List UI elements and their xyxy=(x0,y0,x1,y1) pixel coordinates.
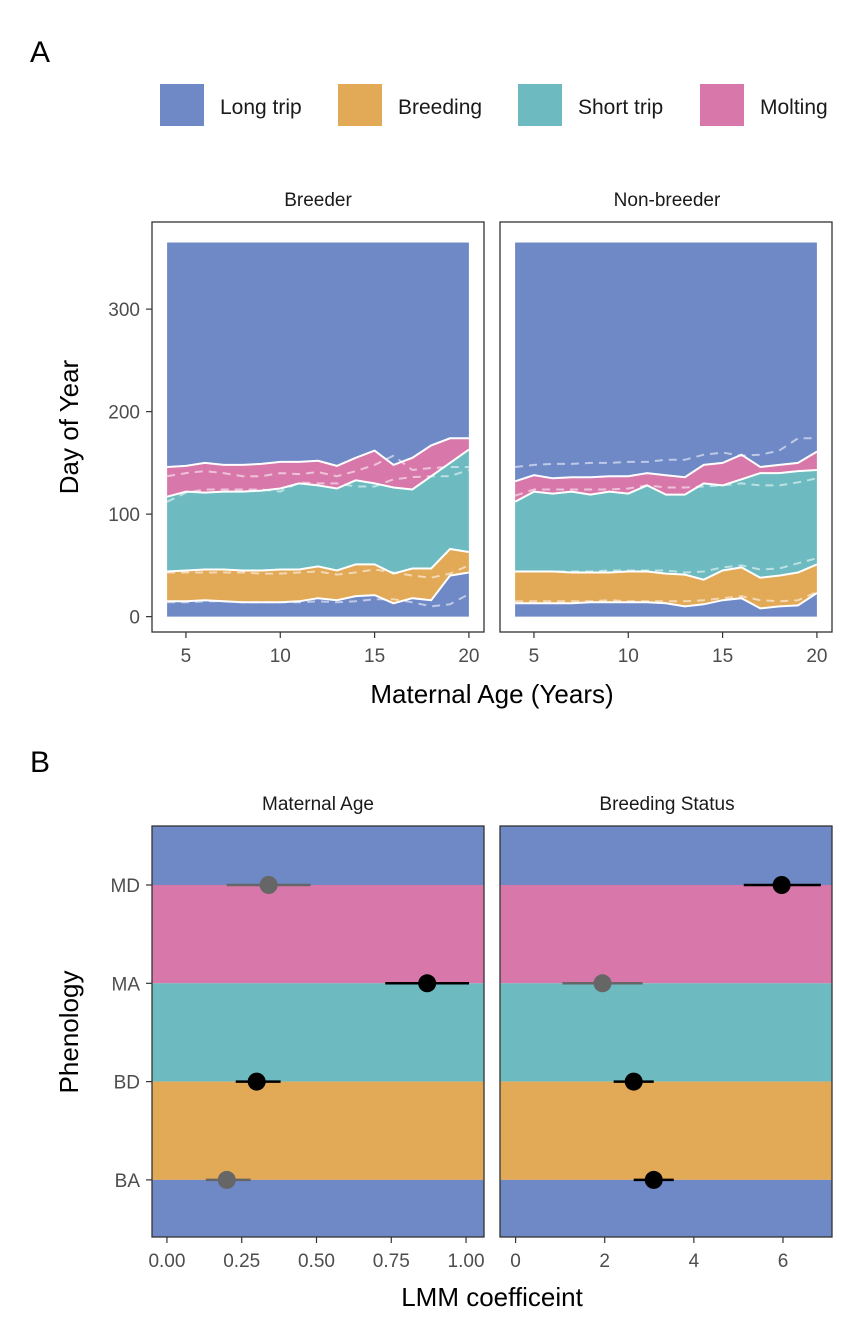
boundary-line-molting-start xyxy=(514,469,817,503)
panel-border xyxy=(499,825,833,1238)
phenology-band xyxy=(500,1179,832,1237)
boundary-line-breeding-start xyxy=(515,592,818,610)
phenology-band xyxy=(152,983,484,1082)
phenology-band xyxy=(152,1179,484,1237)
panel-b-letter: B xyxy=(30,746,50,779)
legend: Long trip Breeding Short trip Molting xyxy=(160,84,828,126)
x-tick-label: 0.50 xyxy=(298,1251,335,1272)
x-tick-label: 10 xyxy=(618,646,639,667)
y-tick-label-bd: BD xyxy=(114,1073,140,1094)
point-bd xyxy=(247,1072,266,1091)
x-tick-label: 15 xyxy=(364,646,385,667)
area-plot-breeder: 5 10 15 20 xyxy=(151,221,485,667)
panel-b-x-axis-title: LMM coefficeint xyxy=(401,1282,583,1312)
phenology-band xyxy=(152,1081,484,1180)
boundary-line-breeding-end xyxy=(515,563,818,581)
x-tick-label: 0.75 xyxy=(373,1251,410,1272)
y-tick-label: 0 xyxy=(129,608,140,629)
x-tick-label: 20 xyxy=(458,646,479,667)
panel-a-letter: A xyxy=(30,36,50,69)
comparison-line-dashed-breeding-end xyxy=(167,564,470,579)
comparison-line-dashed-breeding-end xyxy=(515,557,818,574)
legend-key-molting xyxy=(700,84,744,126)
point-bd xyxy=(624,1072,643,1091)
boundary-line-breeding-start xyxy=(167,571,470,605)
boundary-line-molting-end xyxy=(167,437,469,468)
comparison-line-dashed-breeding-start xyxy=(167,593,470,608)
point-ba xyxy=(644,1170,663,1189)
point-ma xyxy=(593,974,612,993)
short-trip-area xyxy=(167,449,469,574)
legend-key-short-trip xyxy=(518,84,562,126)
long-trip-area-late xyxy=(515,242,817,482)
long-trip-area-late xyxy=(167,242,469,467)
y-tick-label: 100 xyxy=(108,505,140,526)
y-tick-label-ba: BA xyxy=(115,1171,141,1192)
boundary-line-molting-end xyxy=(514,450,818,483)
phenology-band xyxy=(152,885,484,984)
x-tick-label: 5 xyxy=(181,646,192,667)
legend-label-breeding: Breeding xyxy=(398,96,482,119)
x-tick-label: 20 xyxy=(806,646,827,667)
panel-a-y-axis: 0 100 200 300 xyxy=(108,300,152,629)
comparison-line-dashed-molting-start xyxy=(514,477,818,497)
y-tick-label: 300 xyxy=(108,300,140,321)
y-tick-label-md: MD xyxy=(110,876,140,897)
panel-border xyxy=(499,221,833,633)
short-trip-area xyxy=(515,470,817,580)
boundary-line-breeding-end xyxy=(167,547,470,575)
legend-label-short-trip: Short trip xyxy=(578,96,663,119)
facet-title-maternal-age: Maternal Age xyxy=(262,794,374,815)
point-ba xyxy=(217,1170,236,1189)
point-md xyxy=(259,876,278,894)
x-tick-label: 15 xyxy=(712,646,733,667)
comparison-line-dashed-breeding-start xyxy=(515,591,818,603)
x-tick-label: 10 xyxy=(270,646,291,667)
point-ma xyxy=(418,974,437,993)
x-tick-label: 4 xyxy=(689,1251,700,1272)
panel-a-x-axis-title: Maternal Age (Years) xyxy=(370,679,613,709)
comparison-line-dashed-molting-end xyxy=(514,437,817,468)
comparison-line-dashed-molting-start xyxy=(166,469,470,503)
point-md xyxy=(772,876,791,894)
coef-plot-maternal-age: 0.00 0.25 0.50 0.75 1.00 xyxy=(148,825,485,1272)
legend-label-molting: Molting xyxy=(760,96,828,119)
breeding-area xyxy=(167,549,469,604)
legend-label-long-trip: Long trip xyxy=(220,96,302,119)
x-tick-label: 5 xyxy=(529,646,540,667)
facet-title-breeding-status: Breeding Status xyxy=(599,794,734,815)
y-tick-label-ma: MA xyxy=(112,974,141,995)
molting-area xyxy=(167,438,469,497)
x-tick-label: 0 xyxy=(510,1251,521,1272)
x-tick-label: 2 xyxy=(599,1251,610,1272)
coef-plot-breeding-status: 0 2 4 6 xyxy=(499,825,833,1272)
x-tick-label: 0.00 xyxy=(148,1251,185,1272)
area-plot-non-breeder: 5 10 15 20 xyxy=(499,221,833,667)
legend-key-breeding xyxy=(338,84,382,126)
panel-b-y-axis-title: Phenology xyxy=(54,971,84,1094)
legend-key-long-trip xyxy=(160,84,204,126)
phenology-band xyxy=(500,983,832,1082)
panel-border xyxy=(151,825,485,1238)
panel-a-y-axis-title: Day of Year xyxy=(54,359,84,494)
phenology-band xyxy=(500,826,832,885)
y-tick-label: 200 xyxy=(108,403,140,424)
phenology-band xyxy=(500,885,832,984)
x-tick-label: 1.00 xyxy=(448,1251,485,1272)
panel-border xyxy=(151,221,485,633)
x-tick-label: 6 xyxy=(778,1251,789,1272)
phenology-band xyxy=(500,1081,832,1180)
facet-title-non-breeder: Non-breeder xyxy=(614,190,721,211)
x-tick-label: 0.25 xyxy=(223,1251,260,1272)
boundary-line-molting-start xyxy=(166,448,470,498)
phenology-band xyxy=(152,826,484,885)
facet-title-breeder: Breeder xyxy=(284,190,352,211)
panel-b-y-axis: MD MA BD BA xyxy=(110,876,152,1192)
long-trip-area-early xyxy=(167,572,469,617)
